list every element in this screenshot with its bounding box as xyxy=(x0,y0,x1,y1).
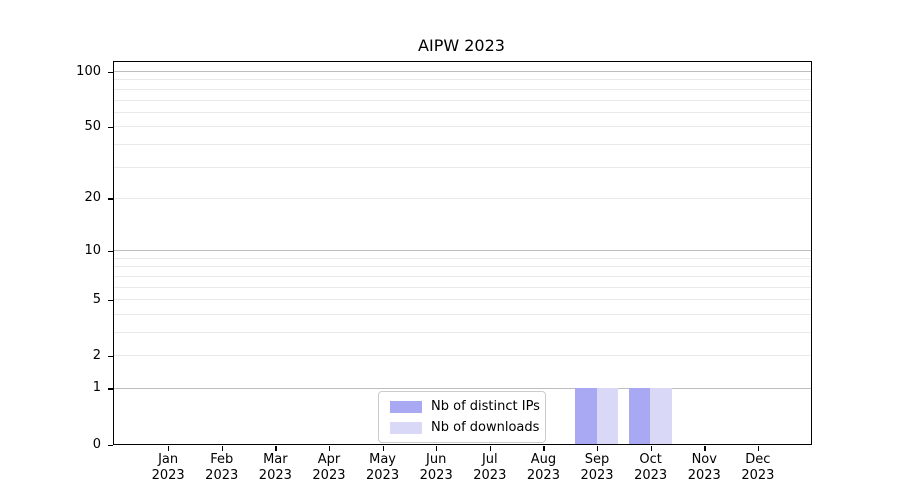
bar-distinct-ips-oct-2023 xyxy=(628,387,651,444)
minor-gridline xyxy=(114,257,811,259)
y-tick-label: 100 xyxy=(76,63,101,79)
legend: Nb of distinct IPs Nb of downloads xyxy=(378,391,546,443)
minor-gridline xyxy=(114,313,811,315)
major-gridline xyxy=(114,71,811,73)
x-tick-year: 2023 xyxy=(741,467,775,483)
x-tick xyxy=(489,446,492,451)
y-tick-label: 50 xyxy=(84,118,101,134)
x-tick xyxy=(597,446,599,451)
bar-downloads-sep-2023 xyxy=(596,387,619,444)
x-tick-month: Mar xyxy=(263,452,288,467)
plot-area: Nb of distinct IPs Nb of downloads xyxy=(113,61,812,445)
x-tick xyxy=(168,446,170,451)
x-tick-year: 2023 xyxy=(580,467,614,483)
minor-gridline xyxy=(114,331,811,333)
x-tick-month: Feb xyxy=(210,452,234,467)
x-tick-month: Jul xyxy=(481,452,498,467)
minor-gridline xyxy=(114,166,811,168)
x-tick-label: Feb 2023 xyxy=(194,452,250,483)
x-tick-label: Jun 2023 xyxy=(408,452,464,483)
minor-gridline xyxy=(114,126,811,128)
x-tick-label: Jul 2023 xyxy=(462,452,518,483)
y-tick xyxy=(108,71,113,73)
x-tick-label: Oct 2023 xyxy=(623,452,679,483)
minor-gridline xyxy=(114,111,811,113)
x-tick xyxy=(221,446,224,451)
minor-gridline xyxy=(114,275,811,277)
x-tick-month: Nov xyxy=(691,452,717,467)
minor-gridline xyxy=(114,143,811,145)
x-tick-year: 2023 xyxy=(151,467,185,483)
y-tick-label: 5 xyxy=(92,291,101,307)
y-tick-label: 0 xyxy=(92,436,101,452)
x-tick-year: 2023 xyxy=(205,467,239,483)
x-tick-year: 2023 xyxy=(312,467,346,483)
x-tick-label: Jan 2023 xyxy=(140,452,196,483)
y-tick xyxy=(108,198,113,200)
x-tick-month: May xyxy=(369,452,396,467)
x-tick-label: Dec 2023 xyxy=(730,452,786,483)
minor-gridline xyxy=(114,286,811,288)
minor-gridline xyxy=(114,79,811,81)
x-tick-year: 2023 xyxy=(526,467,560,483)
x-tick xyxy=(382,446,384,451)
x-tick-label: Mar 2023 xyxy=(247,452,303,483)
minor-gridline xyxy=(114,99,811,101)
y-tick xyxy=(108,126,113,129)
x-tick-month: Jan xyxy=(158,452,179,467)
x-tick xyxy=(650,446,652,451)
y-tick xyxy=(108,250,113,253)
x-tick-year: 2023 xyxy=(473,467,507,483)
x-tick xyxy=(328,446,331,451)
minor-gridline xyxy=(114,299,811,301)
y-tick-label: 2 xyxy=(92,347,101,363)
bar-distinct-ips-sep-2023 xyxy=(575,387,597,444)
y-tick xyxy=(108,355,113,358)
minor-gridline xyxy=(114,266,811,268)
y-tick xyxy=(108,388,113,390)
y-tick xyxy=(108,299,113,301)
x-tick-month: Oct xyxy=(639,452,662,467)
y-tick-label: 10 xyxy=(84,242,101,258)
y-tick-label: 20 xyxy=(84,190,101,206)
x-tick-month: Apr xyxy=(317,452,341,467)
legend-item-distinct-ips: Nb of distinct IPs xyxy=(390,399,540,414)
x-tick-year: 2023 xyxy=(366,467,400,483)
x-tick-label: Nov 2023 xyxy=(676,452,732,483)
x-tick-month: Dec xyxy=(745,452,771,467)
x-tick-year: 2023 xyxy=(258,467,292,483)
minor-gridline xyxy=(114,88,811,90)
major-gridline xyxy=(114,250,811,252)
x-tick xyxy=(436,446,438,451)
legend-swatch-downloads xyxy=(390,421,422,434)
legend-swatch-distinct-ips xyxy=(390,400,422,413)
x-tick-label: Apr 2023 xyxy=(301,452,357,483)
x-tick-label: Sep 2023 xyxy=(569,452,625,483)
x-tick-month: Jun xyxy=(426,452,447,467)
y-tick-label: 1 xyxy=(92,380,101,396)
legend-item-downloads: Nb of downloads xyxy=(390,420,539,435)
legend-label-downloads: Nb of downloads xyxy=(431,420,540,435)
x-tick-year: 2023 xyxy=(419,467,453,483)
x-tick xyxy=(275,446,277,451)
minor-gridline xyxy=(114,355,811,357)
x-tick-year: 2023 xyxy=(687,467,721,483)
chart-title: AIPW 2023 xyxy=(418,36,505,55)
x-tick xyxy=(757,446,760,451)
x-tick xyxy=(543,446,545,451)
legend-label-distinct-ips: Nb of distinct IPs xyxy=(431,399,540,414)
y-tick xyxy=(108,444,113,446)
bar-downloads-oct-2023 xyxy=(650,387,672,444)
x-tick-label: Aug 2023 xyxy=(515,452,571,483)
minor-gridline xyxy=(114,197,811,199)
x-tick-label: May 2023 xyxy=(355,452,411,483)
x-tick xyxy=(704,446,706,451)
major-gridline xyxy=(114,387,811,389)
x-tick-month: Sep xyxy=(584,452,610,467)
x-tick-year: 2023 xyxy=(634,467,668,483)
x-tick-month: Aug xyxy=(530,452,557,467)
